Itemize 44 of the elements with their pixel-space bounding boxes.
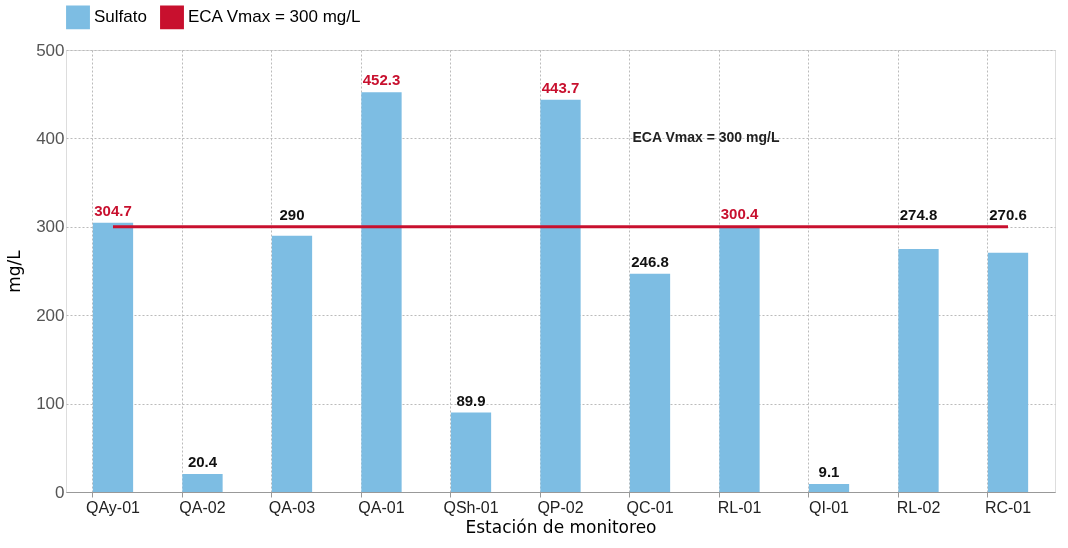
x-tick-label: QA-02 [179, 498, 226, 516]
bar [540, 99, 581, 492]
bar [898, 249, 939, 492]
y-tick-label: 400 [36, 128, 65, 148]
data-label: 89.9 [456, 391, 486, 409]
x-tick-label: QC-01 [626, 498, 674, 516]
data-label: 290 [279, 205, 305, 223]
x-tick-label: RL-02 [896, 498, 941, 516]
data-label: 452.3 [362, 71, 401, 89]
bar [361, 92, 402, 492]
legend-label: Sulfato [94, 7, 147, 27]
x-tick-label: QA-03 [268, 498, 316, 516]
bar [182, 473, 223, 492]
bar [719, 226, 760, 492]
data-label: 270.6 [989, 205, 1027, 223]
x-tick-label: QP-02 [537, 498, 584, 516]
x-tick-label: RL-01 [717, 498, 762, 516]
data-label: 9.1 [818, 462, 840, 480]
data-label: 304.7 [94, 201, 132, 219]
x-tick-label: QI-01 [809, 498, 850, 516]
bar [808, 483, 850, 492]
bar [271, 235, 313, 492]
x-tick-label: QSh-01 [443, 498, 499, 516]
x-tick-label: RC-01 [984, 498, 1032, 516]
x-tick-label: QAy-01 [86, 498, 141, 516]
y-axis-title: mg/L [4, 249, 25, 293]
bar [450, 412, 492, 492]
data-label: 443.7 [541, 78, 580, 96]
y-tick-label: 0 [55, 482, 65, 502]
bar [92, 222, 134, 492]
y-tick-label: 100 [36, 394, 65, 414]
annotation: ECA Vmax = 300 mg/L [632, 129, 780, 145]
y-tick-label: 500 [36, 40, 65, 60]
bar [629, 273, 671, 492]
data-label: 246.8 [631, 252, 669, 270]
bar [987, 252, 1029, 492]
data-label: 300.4 [720, 205, 759, 223]
legend-label: ECA Vmax = 300 mg/L [188, 7, 361, 27]
data-label: 274.8 [899, 205, 938, 223]
x-axis-title: Estación de monitoreo [465, 516, 657, 537]
y-tick-label: 300 [36, 217, 65, 237]
y-tick-label: 200 [36, 305, 65, 325]
data-label: 20.4 [187, 452, 218, 470]
x-tick-label: QA-01 [358, 498, 405, 516]
